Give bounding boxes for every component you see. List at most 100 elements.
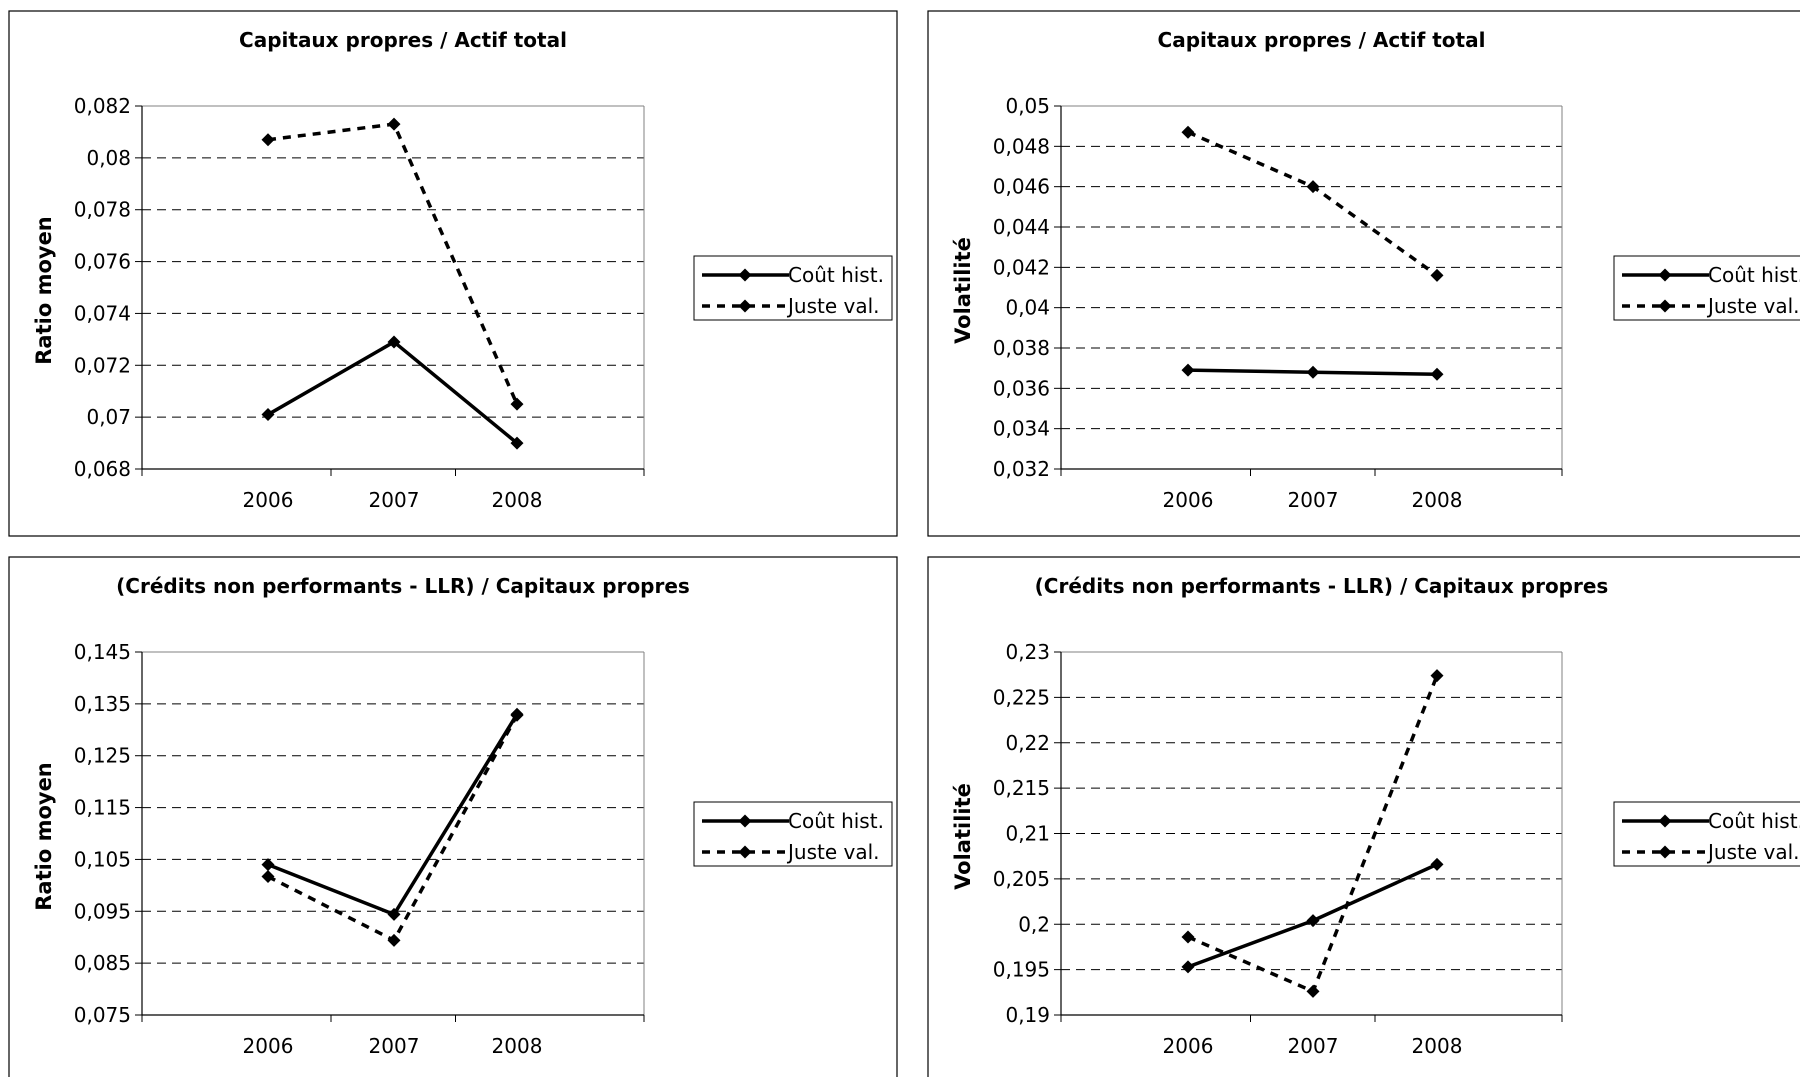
y-tick-label: 0,038 xyxy=(993,336,1050,360)
x-tick-label: 2007 xyxy=(369,488,420,512)
y-tick-label: 0,095 xyxy=(74,899,131,923)
data-point xyxy=(1430,367,1444,381)
legend-box xyxy=(693,255,893,321)
y-tick-label: 0,034 xyxy=(993,417,1050,441)
legend-label: Coût hist. xyxy=(1708,809,1800,833)
data-point xyxy=(387,933,401,947)
chart-panel: Capitaux propres / Actif total 0,068 0,07 0… xyxy=(8,10,898,537)
x-tick-label: 2006 xyxy=(1163,488,1214,512)
x-tick-label: 2007 xyxy=(1288,488,1339,512)
y-tick-label: 0,07 xyxy=(86,405,131,429)
y-tick-label: 0,115 xyxy=(74,796,131,820)
y-tick-label: 0,21 xyxy=(1005,822,1050,846)
y-tick-label: 0,032 xyxy=(993,457,1050,481)
data-point xyxy=(510,436,524,450)
legend-marker xyxy=(738,814,752,828)
x-tick-label: 2008 xyxy=(492,488,543,512)
data-point xyxy=(1306,365,1320,379)
y-tick-label: 0,195 xyxy=(993,958,1050,982)
data-point xyxy=(510,708,524,722)
data-point xyxy=(1181,930,1195,944)
data-point xyxy=(510,397,524,411)
data-point xyxy=(261,870,275,884)
y-tick-label: 0,08 xyxy=(86,146,131,170)
y-tick-label: 0,215 xyxy=(993,776,1050,800)
y-tick-label: 0,042 xyxy=(993,255,1050,279)
legend-marker xyxy=(738,299,752,313)
data-point xyxy=(1306,984,1320,998)
y-tick-label: 0,074 xyxy=(74,301,131,325)
y-tick-label: 0,04 xyxy=(1005,296,1050,320)
y-tick-label: 0,048 xyxy=(993,134,1050,158)
data-point xyxy=(1306,180,1320,194)
legend-marker xyxy=(1658,299,1672,313)
legend-label: Coût hist. xyxy=(1708,263,1800,287)
y-tick-label: 0,075 xyxy=(74,1003,131,1027)
y-tick-label: 0,076 xyxy=(74,250,131,274)
y-tick-label: 0,2 xyxy=(1018,912,1050,936)
data-point xyxy=(387,117,401,131)
y-tick-label: 0,046 xyxy=(993,175,1050,199)
y-axis-label: Volatilité xyxy=(951,783,975,890)
y-tick-label: 0,105 xyxy=(74,847,131,871)
y-tick-label: 0,072 xyxy=(74,353,131,377)
y-tick-label: 0,225 xyxy=(993,685,1050,709)
x-tick-label: 2008 xyxy=(1412,1034,1463,1058)
y-tick-label: 0,23 xyxy=(1005,640,1050,664)
data-point xyxy=(1181,125,1195,139)
legend-marker xyxy=(738,268,752,282)
y-tick-label: 0,078 xyxy=(74,198,131,222)
chart-panel: Capitaux propres / Actif total 0,032 0,034… xyxy=(927,10,1800,537)
x-tick-label: 2006 xyxy=(1163,1034,1214,1058)
x-tick-label: 2006 xyxy=(243,488,294,512)
y-tick-label: 0,125 xyxy=(74,744,131,768)
legend-label: Coût hist. xyxy=(788,809,884,833)
legend-marker xyxy=(1658,814,1672,828)
y-tick-label: 0,135 xyxy=(74,692,131,716)
chart-panel: (Crédits non performants - LLR) / Capita… xyxy=(927,556,1800,1077)
chart-panel: (Crédits non performants - LLR) / Capita… xyxy=(8,556,898,1077)
chart-title: (Crédits non performants - LLR) / Capita… xyxy=(1035,574,1609,598)
data-point xyxy=(1430,857,1444,871)
y-tick-label: 0,19 xyxy=(1005,1003,1050,1027)
legend-marker xyxy=(738,845,752,859)
y-tick-label: 0,22 xyxy=(1005,731,1050,755)
y-tick-label: 0,05 xyxy=(1005,94,1050,118)
y-tick-label: 0,044 xyxy=(993,215,1050,239)
legend-marker xyxy=(1658,268,1672,282)
y-axis-label: Ratio moyen xyxy=(32,216,56,365)
y-axis-label: Ratio moyen xyxy=(32,762,56,911)
legend-marker xyxy=(1658,845,1672,859)
y-tick-label: 0,036 xyxy=(993,376,1050,400)
data-point xyxy=(1306,914,1320,928)
x-tick-label: 2006 xyxy=(243,1034,294,1058)
legend-box xyxy=(1613,255,1800,321)
chart-title: (Crédits non performants - LLR) / Capita… xyxy=(116,574,690,598)
legend-box xyxy=(693,801,893,867)
x-tick-label: 2008 xyxy=(492,1034,543,1058)
legend-label: Juste val. xyxy=(786,840,880,864)
chart-title: Capitaux propres / Actif total xyxy=(239,28,567,52)
data-point xyxy=(1430,669,1444,683)
data-point xyxy=(387,907,401,921)
x-tick-label: 2007 xyxy=(1288,1034,1339,1058)
data-point xyxy=(261,408,275,422)
data-point xyxy=(261,133,275,147)
y-tick-label: 0,082 xyxy=(74,94,131,118)
chart-title: Capitaux propres / Actif total xyxy=(1158,28,1486,52)
legend-label: Coût hist. xyxy=(788,263,884,287)
data-point xyxy=(387,335,401,349)
y-tick-label: 0,145 xyxy=(74,640,131,664)
y-tick-label: 0,205 xyxy=(993,867,1050,891)
legend-box xyxy=(1613,801,1800,867)
y-tick-label: 0,085 xyxy=(74,951,131,975)
data-point xyxy=(1430,268,1444,282)
y-tick-label: 0,068 xyxy=(74,457,131,481)
legend-label: Juste val. xyxy=(786,294,880,318)
x-tick-label: 2008 xyxy=(1412,488,1463,512)
legend-label: Juste val. xyxy=(1706,294,1800,318)
data-point xyxy=(1181,960,1195,974)
legend-label: Juste val. xyxy=(1706,840,1800,864)
y-axis-label: Volatilité xyxy=(951,237,975,344)
